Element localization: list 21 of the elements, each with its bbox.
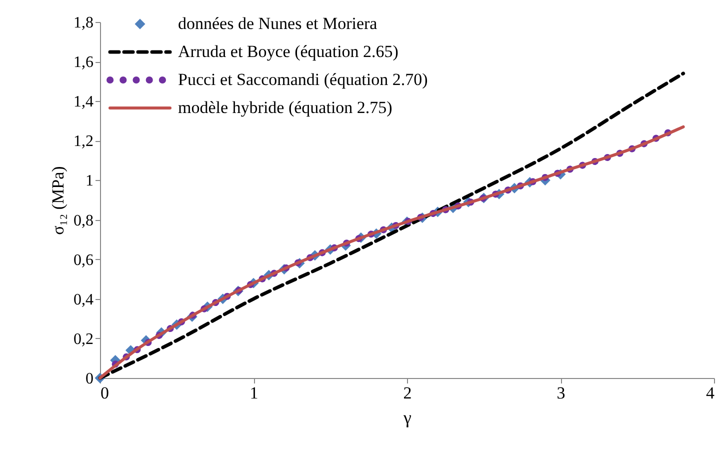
y-tick-label: 1 xyxy=(86,172,94,190)
y-tick-label: 1,6 xyxy=(74,54,94,72)
y-tick-label: 0,8 xyxy=(74,212,94,230)
legend-label: données de Nunes et Moriera xyxy=(178,14,378,33)
x-tick-label: 1 xyxy=(250,384,258,402)
y-tick-label: 1,4 xyxy=(74,94,94,111)
x-tick-label: 3 xyxy=(556,384,566,402)
legend-label: Arruda et Boyce (équation 2.65) xyxy=(178,42,398,61)
x-tick-label: 2 xyxy=(403,384,412,402)
y-tick-label: 0 xyxy=(86,370,94,388)
x-axis-title: γ xyxy=(402,408,412,428)
y-tick-label: 0,2 xyxy=(74,330,94,348)
x-tick-label: 0 xyxy=(100,384,109,402)
legend-label: modèle hybride (équation 2.75) xyxy=(178,98,392,117)
y-tick-label: 1,8 xyxy=(74,14,94,32)
y-tick-label: 1,2 xyxy=(74,133,94,150)
x-tick-label: 4 xyxy=(706,384,715,402)
y-tick-label: 0,4 xyxy=(74,291,94,308)
legend-label: Pucci et Saccomandi (équation 2.70) xyxy=(178,70,428,89)
y-tick-label: 0,6 xyxy=(74,252,94,269)
y-axis-title: σ₁₂ (MPa) xyxy=(48,166,68,235)
